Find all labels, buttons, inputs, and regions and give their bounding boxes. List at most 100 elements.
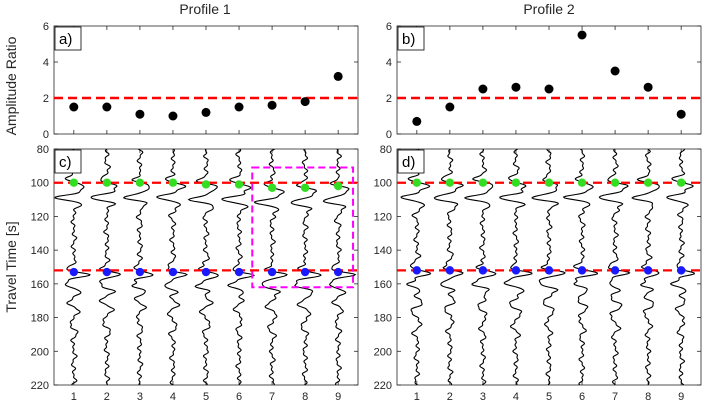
panel-a-point — [135, 109, 145, 119]
panel-c-second-pick — [234, 267, 244, 277]
panel-a-point — [201, 107, 211, 117]
panel-c-first-pick — [168, 178, 178, 187]
panel-c-ytick-label: 140 — [31, 245, 49, 257]
panel-d-xtick-label: 6 — [579, 391, 585, 403]
panel-d-second-pick — [577, 266, 587, 275]
panel-c-trace — [221, 149, 256, 385]
panel-d-ytick-label: 120 — [374, 211, 392, 223]
panel-a-ytick-label: 0 — [43, 129, 49, 141]
panel-c-xtick-label: 9 — [335, 391, 341, 403]
panel-d-trace — [562, 149, 599, 385]
panel-d-trace — [666, 149, 696, 385]
panel-d-first-pick — [544, 178, 554, 187]
panel-d-first-pick — [412, 178, 422, 187]
panel-a-ytick-label: 6 — [43, 21, 49, 33]
panel-d-ytick-label: 100 — [374, 178, 392, 190]
panel-c-second-pick — [333, 267, 343, 277]
panel-c-first-pick — [333, 181, 343, 191]
panel-c: 80 100 120 140 160 180 200 220 1 2 3 4 5 6 7 8 9 c) — [31, 144, 359, 403]
panel-d-ytick-label: 200 — [374, 346, 392, 358]
panel-d-ytick-label: 220 — [374, 380, 392, 392]
panel-d-xtick-label: 8 — [645, 391, 651, 403]
panel-b: 0 2 4 6 b) — [386, 21, 702, 141]
panel-d-ytick-label: 80 — [380, 144, 392, 156]
panel-c-ytick-label: 180 — [31, 313, 49, 325]
panel-d-second-pick — [610, 266, 620, 275]
panel-d-first-pick — [478, 178, 488, 187]
panel-c-xtick-label: 8 — [302, 391, 308, 403]
panel-a-label: a) — [59, 31, 72, 48]
amplitude-ylabel: Amplitude Ratio — [3, 36, 19, 135]
panel-a-ytick-label: 4 — [43, 57, 49, 69]
panel-d-first-pick — [676, 178, 686, 187]
panel-c-first-pick — [300, 183, 310, 192]
panel-c-highlight-box — [251, 166, 355, 289]
panel-c-ytick-label: 100 — [31, 178, 49, 190]
panel-d-trace — [400, 149, 432, 385]
panel-c-second-pick — [168, 267, 178, 277]
panel-c-first-pick — [201, 180, 211, 189]
panel-b-point — [445, 102, 455, 112]
panel-b-point — [643, 82, 653, 92]
panel-c-xtick-label: 6 — [236, 391, 242, 403]
panel-c-first-pick — [267, 183, 277, 192]
panel-c-first-pick — [102, 178, 112, 187]
panel-c-second-pick — [267, 267, 277, 277]
panel-c-trace — [122, 149, 154, 385]
panel-d-first-pick — [445, 178, 455, 187]
panel-b-frame — [396, 25, 702, 135]
panel-d-second-pick — [445, 266, 455, 275]
traveltime-ylabel: Travel Time [s] — [3, 221, 19, 312]
panel-d-first-pick — [610, 178, 620, 187]
panel-d-second-pick — [478, 266, 488, 275]
panel-d-first-pick — [577, 178, 587, 187]
panel-a-point — [234, 102, 244, 112]
panel-a-ytick-label: 2 — [43, 93, 49, 105]
panel-c-ytick-label: 120 — [31, 211, 49, 223]
panel-a-label-box — [54, 26, 82, 51]
panel-d-xtick-label: 1 — [414, 391, 420, 403]
panel-c-label: c) — [59, 154, 72, 171]
panel-c-trace — [90, 149, 121, 385]
panel-d-second-pick — [412, 266, 422, 275]
panel-a-point — [333, 71, 343, 81]
panel-d-label: d) — [402, 154, 415, 171]
panel-c-traces — [54, 149, 357, 385]
panel-c-ytick-label: 80 — [37, 144, 49, 156]
panel-b-point — [544, 84, 554, 94]
panel-a-point — [300, 97, 310, 107]
panel-c-second-pick — [300, 267, 310, 277]
panel-d-xtick-label: 3 — [480, 391, 486, 403]
panel-c-second-pick — [102, 267, 112, 277]
panel-d-first-pick — [643, 178, 653, 187]
panel-d-xtick-label: 4 — [513, 391, 519, 403]
panel-b-label-box — [397, 26, 425, 51]
panel-b-label: b) — [402, 31, 415, 48]
panel-d-trace — [631, 149, 660, 385]
panel-d-ytick-label: 140 — [374, 245, 392, 257]
panel-b-ytick-label: 4 — [386, 57, 392, 69]
panel-c-second-pick — [69, 267, 79, 277]
panel-b-ytick-label: 0 — [386, 129, 392, 141]
panel-d-traces — [400, 149, 696, 385]
panel-d-xtick-label: 7 — [612, 391, 618, 403]
panel-d-first-pick — [511, 178, 521, 187]
panel-c-xtick-label: 3 — [137, 391, 143, 403]
panel-c-trace — [54, 149, 91, 385]
panel-a-point — [102, 102, 112, 112]
panel-d-second-pick — [676, 266, 686, 275]
panel-a-point — [267, 100, 277, 110]
panel-c-second-pick — [135, 267, 145, 277]
panel-d-label-box — [397, 149, 425, 174]
panel-a-point — [168, 111, 178, 121]
panel-c-ytick-label: 200 — [31, 346, 49, 358]
panel-d-second-pick — [544, 266, 554, 275]
panel-d-second-pick — [643, 266, 653, 275]
panel-b-point — [676, 109, 686, 119]
panel-b-point — [577, 30, 587, 40]
panel-c-first-pick — [234, 180, 244, 189]
panel-c-ytick-label: 220 — [31, 380, 49, 392]
panel-c-xtick-label: 2 — [104, 391, 110, 403]
panel-b-title: Profile 2 — [523, 1, 575, 17]
